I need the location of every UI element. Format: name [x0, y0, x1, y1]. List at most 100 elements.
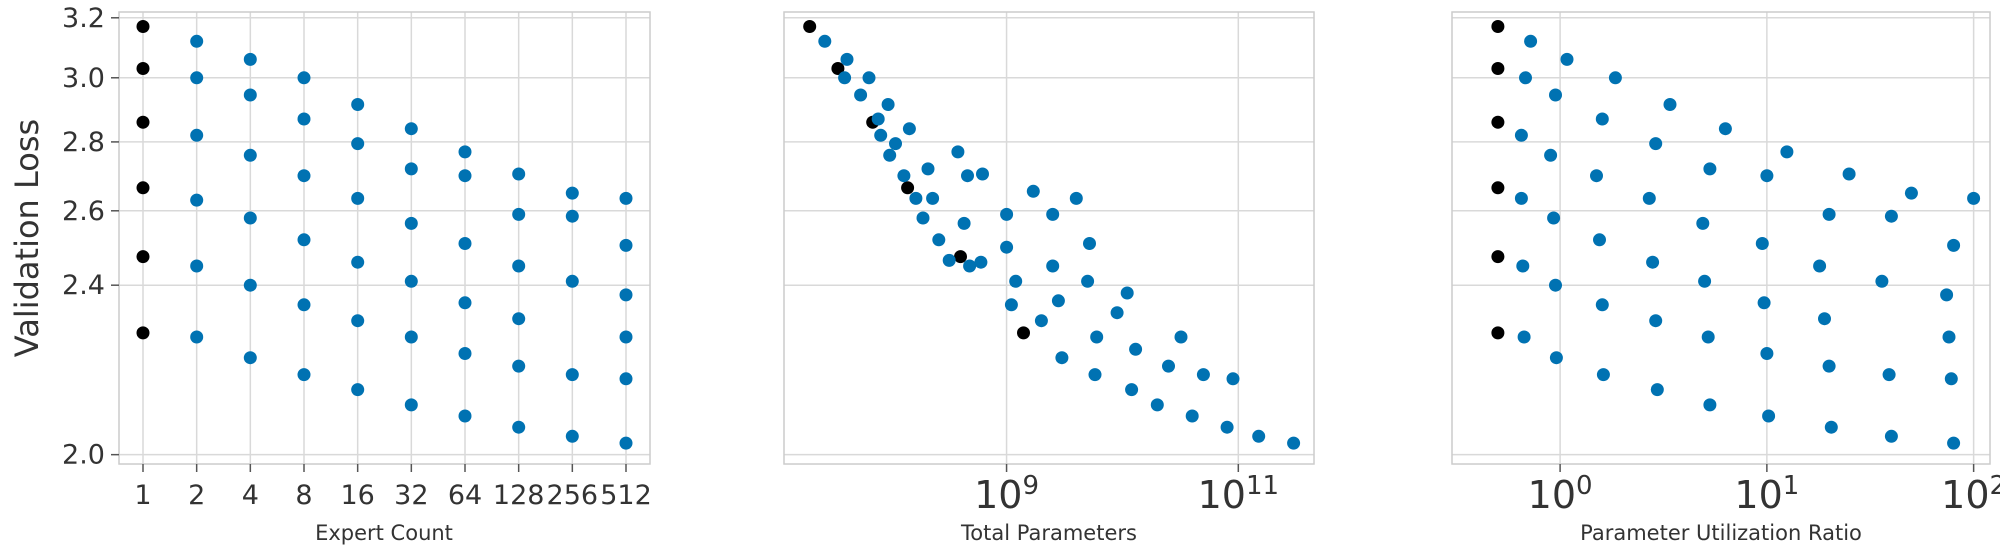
data-point: [874, 128, 888, 142]
x-tick-label: 4: [242, 480, 259, 511]
data-point: [897, 169, 911, 183]
data-point: [1762, 409, 1776, 423]
data-point: [1824, 420, 1838, 434]
data-point: [1875, 274, 1889, 288]
data-point: [1967, 191, 1981, 205]
data-point: [889, 137, 902, 151]
data-point: [1822, 359, 1836, 373]
x-tick-label: 100: [1528, 471, 1593, 517]
data-point: [1590, 169, 1603, 183]
data-point: [297, 71, 311, 85]
baseline-point: [136, 181, 150, 195]
x-tick-label: 109: [974, 471, 1039, 517]
data-point: [1904, 186, 1918, 200]
data-point: [1524, 34, 1538, 48]
data-point: [351, 314, 365, 328]
data-point: [883, 148, 897, 162]
data-point: [404, 398, 418, 412]
data-point: [458, 409, 472, 423]
data-point: [1822, 207, 1836, 221]
data-point: [1000, 240, 1014, 254]
data-point: [404, 162, 418, 176]
data-point: [351, 137, 365, 151]
data-point: [565, 186, 579, 200]
y-axis-label: Validation Loss: [8, 119, 46, 357]
data-point: [1595, 298, 1609, 312]
x-axis-label: Parameter Utilization Ratio: [1580, 521, 1862, 545]
data-point: [1780, 145, 1794, 159]
data-point: [1757, 296, 1771, 310]
x-tick-label: 102: [1941, 471, 2000, 517]
baseline-point: [1491, 62, 1505, 75]
data-point: [297, 368, 311, 382]
data-point: [565, 274, 579, 288]
data-point: [1755, 237, 1769, 250]
plot-frame: [118, 11, 651, 465]
data-point: [458, 296, 472, 310]
data-point: [1083, 237, 1096, 250]
data-point: [1718, 122, 1732, 136]
data-point: [1596, 368, 1610, 382]
data-point: [243, 278, 257, 292]
data-point: [404, 216, 418, 230]
data-point: [1046, 207, 1060, 221]
x-tick-label: 1011: [1198, 471, 1279, 517]
baseline-point: [1017, 326, 1030, 340]
data-point: [1129, 342, 1143, 356]
data-point: [1701, 330, 1715, 344]
data-point: [1549, 351, 1563, 365]
y-tick-label: 2.8: [62, 127, 105, 158]
data-point: [190, 128, 204, 142]
x-tick-label: 1: [134, 480, 151, 511]
data-point: [190, 193, 204, 207]
data-point: [1125, 383, 1139, 397]
data-point: [1882, 368, 1896, 382]
x-tick-label: 32: [394, 480, 428, 511]
data-point: [1549, 278, 1562, 292]
baseline-point: [1491, 326, 1505, 340]
y-tick-label: 3.2: [62, 3, 105, 34]
data-point: [1090, 330, 1104, 344]
data-point: [512, 359, 526, 373]
data-point: [565, 209, 579, 223]
data-point: [840, 52, 854, 66]
data-point: [1813, 259, 1827, 273]
data-point: [512, 167, 526, 181]
data-point: [458, 169, 472, 183]
x-tick-label: 2: [188, 480, 205, 511]
data-point: [1034, 314, 1048, 328]
data-point: [1287, 436, 1301, 450]
data-point: [1698, 274, 1712, 288]
data-point: [1226, 372, 1240, 386]
data-point: [458, 237, 472, 250]
panel-total-parameters: 109 1011 Total Parameters: [783, 11, 1315, 545]
data-point: [243, 351, 257, 365]
baseline-point: [1491, 181, 1505, 195]
data-point: [1544, 148, 1558, 162]
data-point: [565, 368, 579, 382]
data-point: [512, 259, 526, 273]
data-point: [974, 255, 988, 269]
data-point: [1663, 98, 1677, 111]
data-point: [1649, 314, 1663, 328]
plot-frame: [1451, 11, 1991, 465]
data-point: [1947, 436, 1961, 450]
data-point: [1760, 169, 1774, 183]
data-point: [1174, 330, 1188, 344]
y-tick-label: 3.0: [62, 63, 105, 94]
data-point: [512, 420, 526, 434]
data-point: [619, 436, 633, 450]
data-point: [1026, 184, 1040, 198]
data-point: [351, 383, 365, 397]
data-point: [404, 330, 418, 344]
data-point: [1593, 233, 1606, 247]
x-axis-label: Total Parameters: [960, 521, 1137, 545]
data-point: [458, 347, 472, 360]
x-tick-label: 101: [1734, 471, 1799, 517]
data-point: [818, 34, 832, 48]
data-point: [1703, 398, 1717, 412]
data-point: [351, 255, 365, 269]
x-tick-label: 64: [448, 480, 482, 511]
data-point: [1650, 383, 1664, 397]
